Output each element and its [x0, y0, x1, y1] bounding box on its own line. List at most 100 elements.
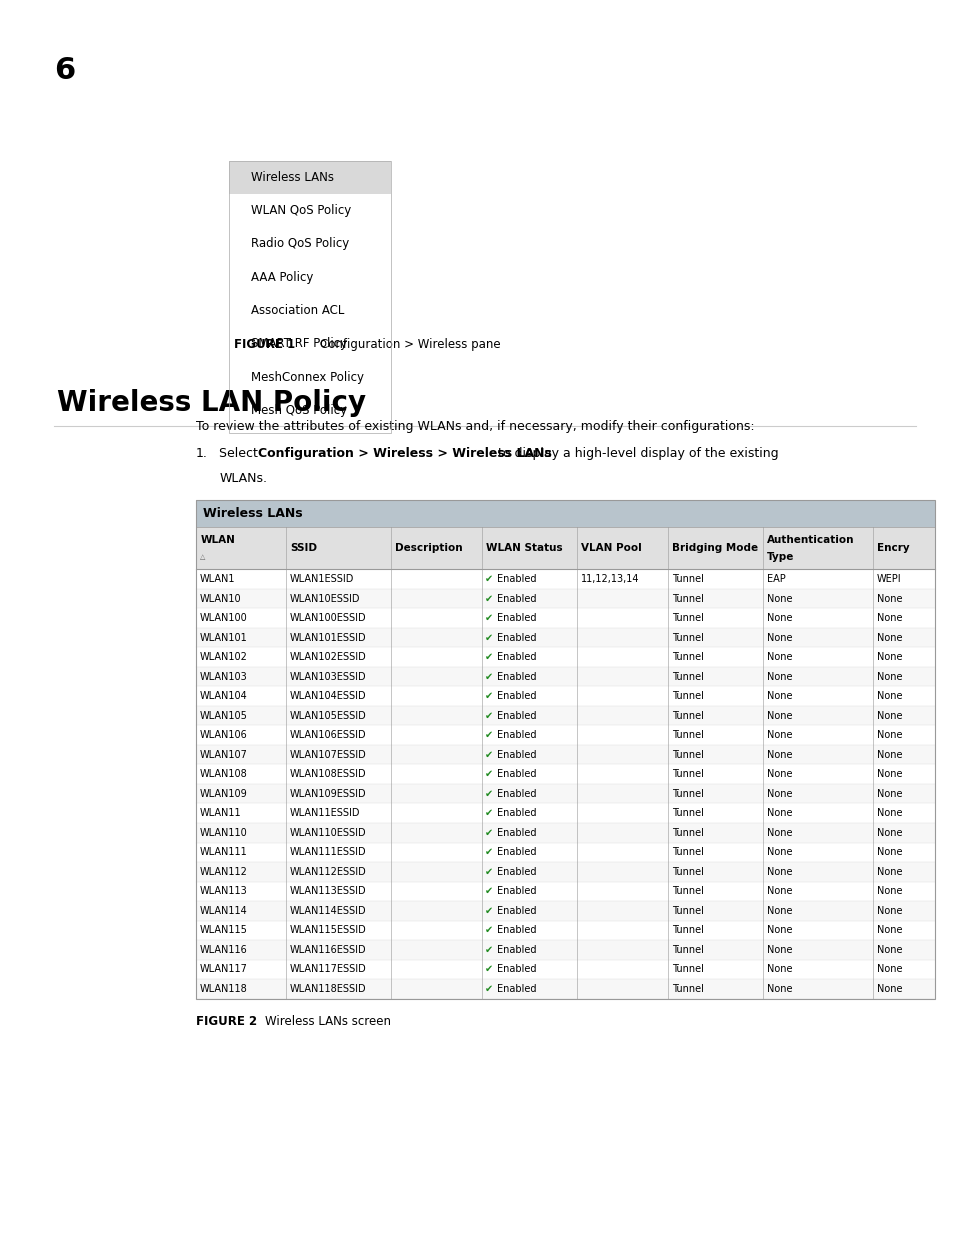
Text: WLAN109ESSID: WLAN109ESSID [290, 789, 366, 799]
FancyBboxPatch shape [195, 745, 934, 764]
Text: Tunnel: Tunnel [671, 710, 702, 721]
Text: Enabled: Enabled [497, 965, 536, 974]
Text: Enabled: Enabled [497, 925, 536, 935]
Text: WLAN110ESSID: WLAN110ESSID [290, 827, 366, 837]
Text: None: None [876, 789, 902, 799]
Text: WLAN116: WLAN116 [199, 945, 247, 955]
Text: 6: 6 [54, 56, 75, 84]
Text: Bridging Mode: Bridging Mode [671, 543, 757, 553]
Text: ✔: ✔ [484, 652, 493, 662]
Text: WLAN115: WLAN115 [199, 925, 247, 935]
Text: Enabled: Enabled [497, 827, 536, 837]
Text: Enabled: Enabled [497, 769, 536, 779]
Text: Enabled: Enabled [497, 692, 536, 701]
Text: FIGURE 2: FIGURE 2 [195, 1015, 256, 1028]
FancyBboxPatch shape [195, 687, 934, 706]
FancyBboxPatch shape [195, 882, 934, 902]
Text: ✔: ✔ [484, 789, 493, 799]
Text: Tunnel: Tunnel [671, 965, 702, 974]
Text: Tunnel: Tunnel [671, 750, 702, 760]
Text: Enabled: Enabled [497, 945, 536, 955]
Text: WLAN112: WLAN112 [199, 867, 247, 877]
Text: WLAN107ESSID: WLAN107ESSID [290, 750, 366, 760]
Text: VLAN Pool: VLAN Pool [580, 543, 641, 553]
Text: None: None [766, 945, 792, 955]
Text: 11,12,13,14: 11,12,13,14 [580, 574, 639, 584]
Text: Tunnel: Tunnel [671, 945, 702, 955]
Text: WLAN112ESSID: WLAN112ESSID [290, 867, 366, 877]
Text: None: None [766, 672, 792, 682]
Text: △: △ [200, 555, 206, 559]
FancyBboxPatch shape [229, 361, 391, 394]
Text: Tunnel: Tunnel [671, 925, 702, 935]
Text: ✔: ✔ [484, 769, 493, 779]
Text: None: None [876, 827, 902, 837]
Text: WLAN105ESSID: WLAN105ESSID [290, 710, 366, 721]
Text: None: None [766, 965, 792, 974]
Text: None: None [876, 965, 902, 974]
FancyBboxPatch shape [229, 227, 391, 261]
FancyBboxPatch shape [195, 764, 934, 784]
Text: WLAN10: WLAN10 [199, 594, 241, 604]
Text: Enabled: Enabled [497, 594, 536, 604]
Text: Tunnel: Tunnel [671, 613, 702, 624]
Text: WLAN116ESSID: WLAN116ESSID [290, 945, 366, 955]
Text: ✔: ✔ [484, 594, 493, 604]
Text: Configuration > Wireless pane: Configuration > Wireless pane [319, 338, 499, 352]
Text: Enabled: Enabled [497, 789, 536, 799]
Text: ✔: ✔ [484, 925, 493, 935]
FancyBboxPatch shape [195, 500, 934, 527]
Text: None: None [876, 887, 902, 897]
FancyBboxPatch shape [229, 194, 391, 227]
Text: AAA Policy: AAA Policy [251, 270, 313, 284]
Text: WLAN103ESSID: WLAN103ESSID [290, 672, 366, 682]
Text: Tunnel: Tunnel [671, 789, 702, 799]
Text: WLAN104ESSID: WLAN104ESSID [290, 692, 366, 701]
Text: Mesh QoS Policy: Mesh QoS Policy [251, 404, 347, 417]
Text: Encry: Encry [876, 543, 908, 553]
Text: WLAN100: WLAN100 [199, 613, 247, 624]
Text: None: None [766, 905, 792, 916]
FancyBboxPatch shape [229, 394, 391, 427]
Text: Enabled: Enabled [497, 867, 536, 877]
Text: Authentication: Authentication [766, 535, 854, 545]
Text: ✔: ✔ [484, 847, 493, 857]
Text: None: None [766, 808, 792, 819]
Text: WLAN118ESSID: WLAN118ESSID [290, 984, 366, 994]
Text: Enabled: Enabled [497, 710, 536, 721]
FancyBboxPatch shape [195, 706, 934, 725]
Text: None: None [876, 652, 902, 662]
Text: WLAN101: WLAN101 [199, 632, 247, 642]
Text: ✔: ✔ [484, 574, 493, 584]
FancyBboxPatch shape [229, 327, 391, 361]
Text: Association ACL: Association ACL [251, 304, 344, 317]
Text: ✔: ✔ [484, 672, 493, 682]
Text: Wireless LANs: Wireless LANs [251, 170, 334, 184]
Text: None: None [766, 984, 792, 994]
Text: WLAN115ESSID: WLAN115ESSID [290, 925, 366, 935]
Text: Description: Description [395, 543, 462, 553]
Text: WLAN Status: WLAN Status [485, 543, 561, 553]
FancyBboxPatch shape [229, 294, 391, 327]
Text: WLAN103: WLAN103 [199, 672, 247, 682]
Text: MeshConnex Policy: MeshConnex Policy [251, 370, 363, 384]
FancyBboxPatch shape [195, 979, 934, 999]
Text: WLAN117: WLAN117 [199, 965, 247, 974]
Text: None: None [876, 808, 902, 819]
Text: WLAN105: WLAN105 [199, 710, 247, 721]
Text: Tunnel: Tunnel [671, 905, 702, 916]
Text: Tunnel: Tunnel [671, 984, 702, 994]
Text: Wireless LANs screen: Wireless LANs screen [265, 1015, 391, 1028]
Text: None: None [766, 632, 792, 642]
Text: WLAN118: WLAN118 [199, 984, 247, 994]
Text: Select: Select [219, 447, 262, 461]
Text: WLAN104: WLAN104 [199, 692, 247, 701]
Text: None: None [876, 710, 902, 721]
Text: None: None [766, 594, 792, 604]
Text: to display a high-level display of the existing: to display a high-level display of the e… [494, 447, 778, 461]
Text: None: None [766, 867, 792, 877]
Text: None: None [876, 594, 902, 604]
Text: ✔: ✔ [484, 965, 493, 974]
Text: Tunnel: Tunnel [671, 867, 702, 877]
Text: None: None [766, 925, 792, 935]
